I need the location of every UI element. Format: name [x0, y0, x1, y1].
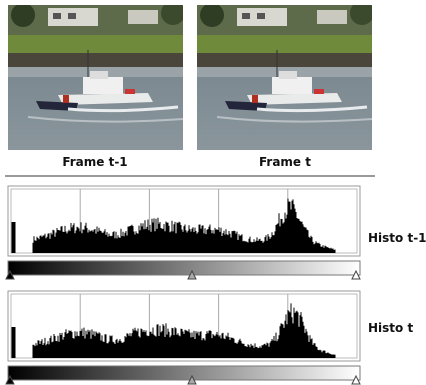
- histogram: [6, 186, 360, 279]
- frame-image: [8, 1, 185, 150]
- histogram-label: Histo t: [368, 321, 413, 335]
- gradient-bar: [8, 366, 360, 380]
- histogram-label: Histo t-1: [368, 231, 426, 245]
- histogram: [6, 291, 360, 384]
- frame-label: Frame t-1: [62, 155, 127, 169]
- figure: Frame t-1 Frame t Histo t-1 Histo t: [0, 0, 426, 385]
- gradient-bar: [8, 261, 360, 275]
- frame-label: Frame t: [259, 155, 311, 169]
- frame-image: [197, 1, 374, 150]
